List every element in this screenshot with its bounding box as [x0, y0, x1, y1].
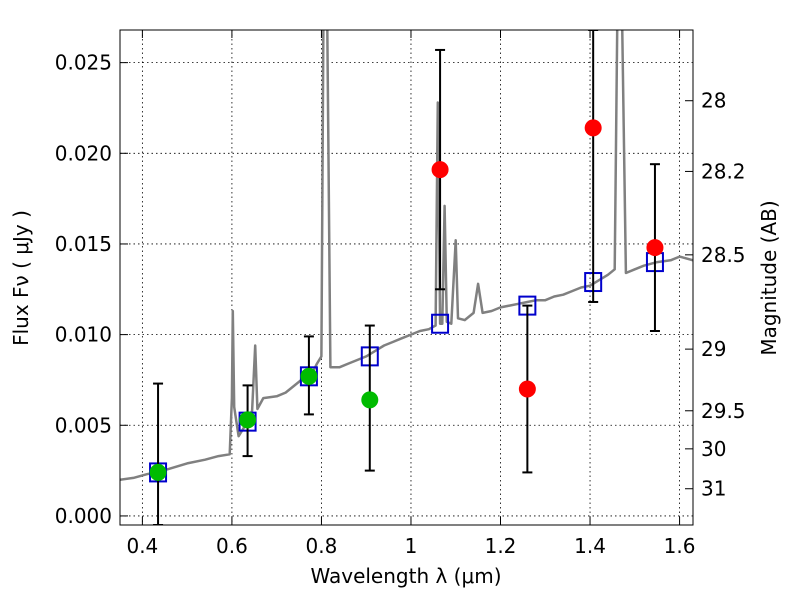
observed-flux-red-point [431, 161, 449, 179]
x-tick-label: 0.6 [216, 534, 248, 558]
x-tick-label: 1 [405, 534, 418, 558]
y-axis-label: Flux Fν ( μJy ) [9, 210, 33, 346]
right-tick-label: 28.5 [701, 243, 746, 267]
y-tick-label: 0.020 [55, 141, 112, 165]
y-tick-label: 0.000 [55, 504, 112, 528]
y-tick-label: 0.005 [55, 413, 112, 437]
observed-flux-green-point [300, 367, 318, 385]
right-tick-label: 31 [701, 477, 726, 501]
model-band-flux-square [431, 313, 450, 334]
right-tick-label: 28.2 [701, 159, 746, 183]
observed-flux-red-point [584, 119, 602, 137]
y-axis: 0.000 0.005 0.010 0.015 0.020 0.025 [55, 51, 128, 528]
observed-flux-red-point [646, 239, 664, 257]
observed-flux-red-point [518, 380, 536, 398]
y-tick-label: 0.015 [55, 232, 112, 256]
x-tick-label: 0.8 [306, 534, 338, 558]
right-tick-label: 28 [701, 89, 726, 113]
right-tick-label: 29 [701, 337, 726, 361]
observed-flux-green-point [361, 391, 379, 409]
x-tick-label: 1.2 [485, 534, 517, 558]
right-tick-label: 30 [701, 437, 726, 461]
x-tick-label: 1.4 [574, 534, 606, 558]
observed-flux-green-point [149, 463, 167, 481]
x-axis: 0.4 0.6 0.8 1 1.2 1.4 1.6 [126, 30, 695, 558]
plot-frame [119, 29, 694, 526]
right-axis: 28 28.2 28.5 29 29.5 30 31 [685, 89, 746, 501]
observed-flux-green-point [239, 411, 257, 429]
right-tick-label: 29.5 [701, 399, 746, 423]
x-axis-label: Wavelength λ (μm) [310, 564, 501, 588]
grid [120, 30, 693, 525]
y-tick-label: 0.010 [55, 323, 112, 347]
y-tick-label: 0.025 [55, 51, 112, 75]
x-tick-label: 0.4 [126, 534, 158, 558]
plot-area [120, 30, 693, 525]
x-tick-label: 1.6 [664, 534, 696, 558]
right-axis-label: Magnitude (AB) [757, 200, 781, 355]
